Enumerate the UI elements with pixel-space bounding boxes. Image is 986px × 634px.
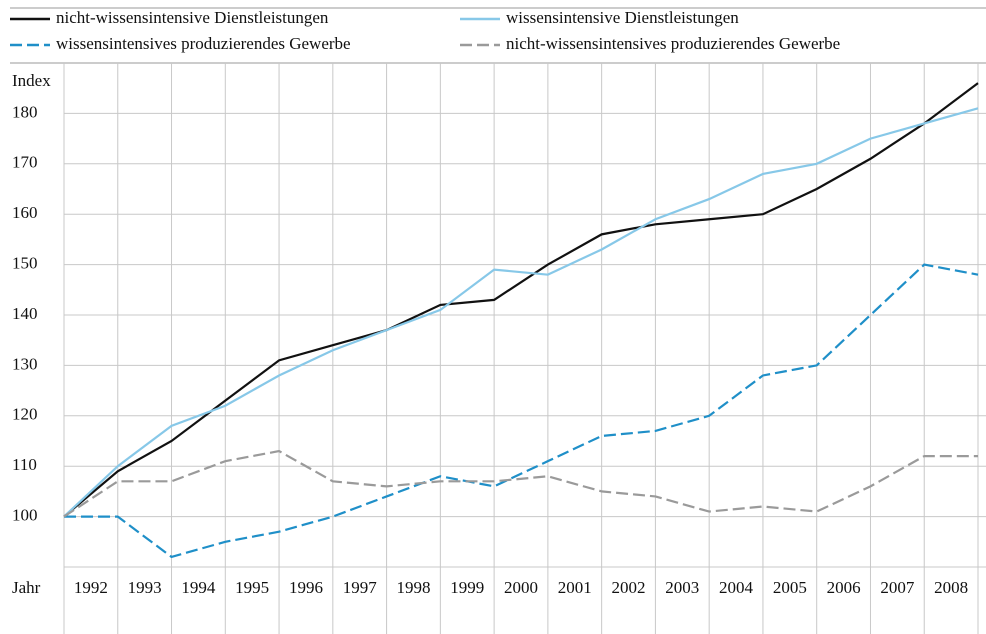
x-tick-label: 2000: [504, 578, 538, 597]
legend-label: nicht-wissensintensive Dienstleistungen: [56, 8, 329, 27]
x-tick-label: 2006: [827, 578, 861, 597]
series-line: [64, 263, 979, 559]
y-tick-label: 110: [12, 455, 37, 474]
x-tick-label: 2007: [880, 578, 915, 597]
x-tick-label: 1994: [181, 578, 216, 597]
legend-label: wissensintensives produzierendes Gewerbe: [56, 34, 351, 53]
x-tick-label: 1998: [396, 578, 430, 597]
series-line: [63, 82, 979, 518]
legend-label: nicht-wissensintensives produzierendes G…: [506, 34, 840, 53]
x-tick-label: 2001: [558, 578, 592, 597]
x-axis-label: Jahr: [12, 578, 41, 597]
x-tick-label: 2002: [612, 578, 646, 597]
x-tick-label: 2003: [665, 578, 699, 597]
series-line: [63, 107, 979, 518]
y-axis-label: Index: [12, 71, 51, 90]
series-line: [63, 449, 978, 518]
x-tick-label: 1996: [289, 578, 323, 597]
y-tick-label: 170: [12, 153, 38, 172]
x-tick-label: 2005: [773, 578, 807, 597]
x-tick-label: 1999: [450, 578, 484, 597]
x-tick-label: 1997: [343, 578, 378, 597]
y-tick-label: 100: [12, 506, 38, 525]
y-tick-label: 140: [12, 304, 38, 323]
x-tick-label: 1992: [74, 578, 108, 597]
x-tick-label: 2004: [719, 578, 754, 597]
x-tick-label: 1993: [128, 578, 162, 597]
y-tick-label: 160: [12, 203, 38, 222]
x-tick-label: 1995: [235, 578, 269, 597]
y-tick-label: 180: [12, 102, 38, 121]
x-tick-label: 2008: [934, 578, 968, 597]
y-tick-label: 150: [12, 254, 38, 273]
y-tick-label: 130: [12, 354, 38, 373]
y-tick-label: 120: [12, 405, 38, 424]
legend-label: wissensintensive Dienstleistungen: [506, 8, 739, 27]
